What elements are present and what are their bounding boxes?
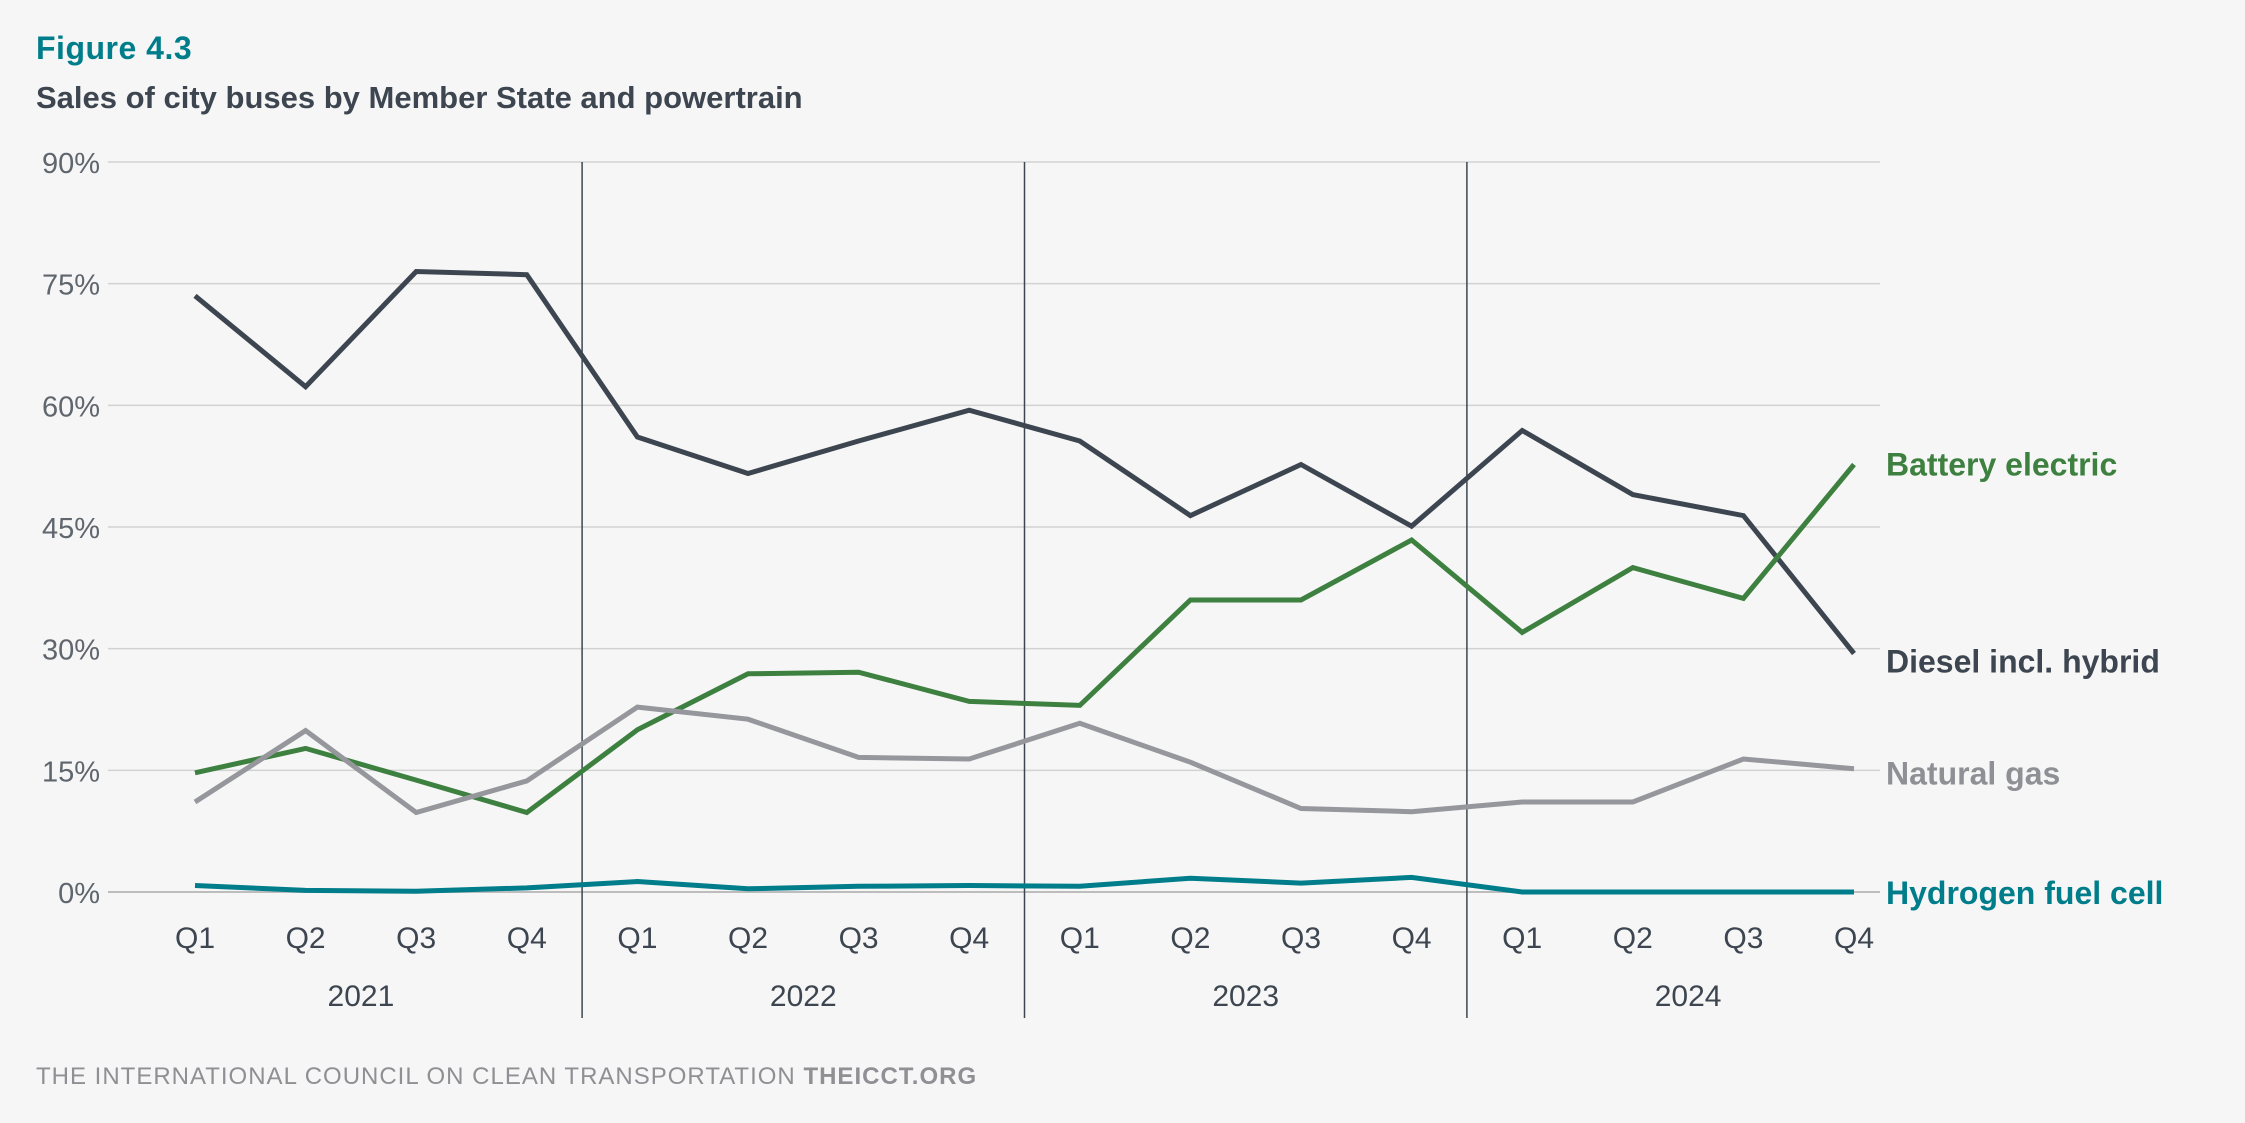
quarter-label: Q4 <box>507 922 547 955</box>
year-label: 2024 <box>1655 980 1722 1013</box>
series-line <box>193 268 1856 656</box>
series-label: Battery electric <box>1886 447 2117 483</box>
year-label: 2023 <box>1212 980 1279 1013</box>
quarter-label: Q4 <box>949 922 989 955</box>
x-axis: 2021 2022 2023 2024 Q1 Q2 Q3 Q4 Q1 Q2 Q3 Q4 Q1 Q2 Q3 Q4… <box>175 922 1874 1013</box>
footer-site: THEICCT.ORG <box>803 1063 978 1090</box>
y-tick-label: 75% <box>42 270 100 302</box>
quarter-label: Q2 <box>1613 922 1653 955</box>
year-label: 2021 <box>328 980 395 1013</box>
y-tick-label: 0% <box>58 878 100 910</box>
quarter-label: Q4 <box>1392 922 1432 955</box>
quarter-label: Q3 <box>396 922 436 955</box>
footer: THE INTERNATIONAL COUNCIL ON CLEAN TRANS… <box>36 1063 977 1091</box>
quarter-label: Q3 <box>1723 922 1763 955</box>
series-label: Hydrogen fuel cell <box>1886 875 2163 911</box>
series-lines <box>193 268 1856 895</box>
quarter-label: Q3 <box>1281 922 1321 955</box>
series-labels: Diesel incl. hybrid Battery electric Natur… <box>1886 447 2163 911</box>
quarter-label: Q2 <box>286 922 326 955</box>
series-line <box>193 704 1855 816</box>
series-label: Natural gas <box>1886 756 2060 792</box>
year-dividers <box>581 162 1468 1018</box>
y-tick-label: 45% <box>42 513 100 545</box>
quarter-label: Q4 <box>1834 922 1874 955</box>
quarter-label: Q3 <box>839 922 879 955</box>
quarter-label: Q1 <box>617 922 657 955</box>
y-tick-label: 90% <box>42 148 100 180</box>
quarter-label: Q1 <box>1060 922 1100 955</box>
y-tick-label: 30% <box>42 635 100 667</box>
series-line <box>194 874 1854 895</box>
quarter-label: Q1 <box>175 922 215 955</box>
y-tick-label: 15% <box>42 756 100 788</box>
quarter-label: Q2 <box>728 922 768 955</box>
quarter-label: Q2 <box>1170 922 1210 955</box>
quarter-label: Q1 <box>1502 922 1542 955</box>
series-label: Diesel incl. hybrid <box>1886 644 2160 680</box>
figure-label: Figure 4.3 <box>36 30 193 66</box>
year-label: 2022 <box>770 980 837 1013</box>
y-axis: 0% 15% 30% 45% 60% 75% 90% <box>42 148 100 910</box>
footer-org: THE INTERNATIONAL COUNCIL ON CLEAN TRANS… <box>36 1063 796 1090</box>
chart-title: Sales of city buses by Member State and … <box>36 80 803 115</box>
y-tick-label: 60% <box>42 391 100 423</box>
